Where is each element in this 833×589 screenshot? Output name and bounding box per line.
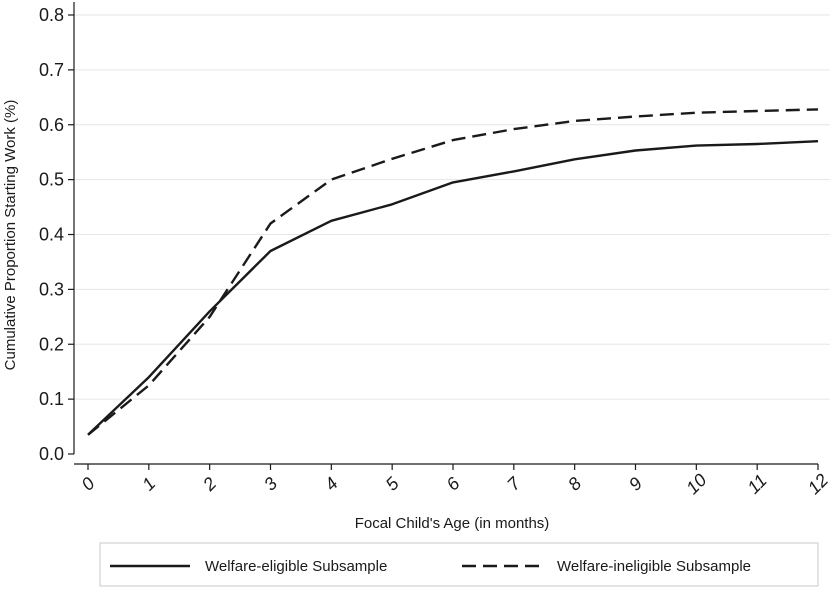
y-axis-title: Cumulative Proportion Starting Work (%) — [2, 100, 19, 371]
x-tick-label: 2 — [198, 473, 220, 495]
x-tick-label: 4 — [321, 473, 342, 494]
y-tick-label: 0.8 — [39, 5, 64, 25]
legend-box — [99, 542, 819, 587]
x-axis-title: Focal Child's Age (in months) — [355, 515, 550, 532]
axes — [73, 2, 818, 465]
x-tick-label: 6 — [442, 473, 464, 495]
grid-lines — [74, 14, 830, 400]
y-tick-label: 0.3 — [39, 279, 64, 299]
x-tick-label: 1 — [138, 473, 159, 494]
legend: Welfare-eligible Subsample Welfare-ineli… — [99, 542, 819, 587]
x-tick-label: 11 — [743, 470, 770, 497]
series-line-welfare-ineligible — [87, 108, 819, 436]
y-tick-label: 0.0 — [39, 444, 64, 464]
y-tick-label: 0.5 — [39, 170, 64, 190]
series-lines — [87, 108, 819, 436]
y-tick-label: 0.1 — [39, 389, 64, 409]
x-tick-label: 3 — [260, 473, 281, 494]
y-tick-label: 0.4 — [39, 225, 64, 245]
x-tick-label: 5 — [382, 473, 404, 495]
x-tick-label: 8 — [564, 473, 585, 494]
legend-label-welfare-eligible: Welfare-eligible Subsample — [205, 558, 387, 575]
y-tick-label: 0.6 — [39, 115, 64, 135]
y-axis-ticks: 0.0 0.1 0.2 0.3 0.4 0.5 0.6 0.7 0.8 — [39, 5, 74, 464]
y-tick-label: 0.7 — [39, 60, 64, 80]
x-tick-label: 0 — [77, 473, 98, 494]
x-tick-label: 7 — [503, 473, 525, 495]
x-axis-ticks: 0 1 2 3 4 5 6 7 8 9 10 11 12 — [77, 464, 832, 498]
series-line-welfare-eligible — [87, 140, 819, 436]
y-tick-label: 0.2 — [39, 334, 64, 354]
x-tick-label: 10 — [682, 470, 710, 498]
legend-label-welfare-ineligible: Welfare-ineligible Subsample — [557, 558, 751, 575]
x-tick-label: 9 — [625, 473, 646, 494]
x-tick-label: 12 — [804, 470, 832, 498]
